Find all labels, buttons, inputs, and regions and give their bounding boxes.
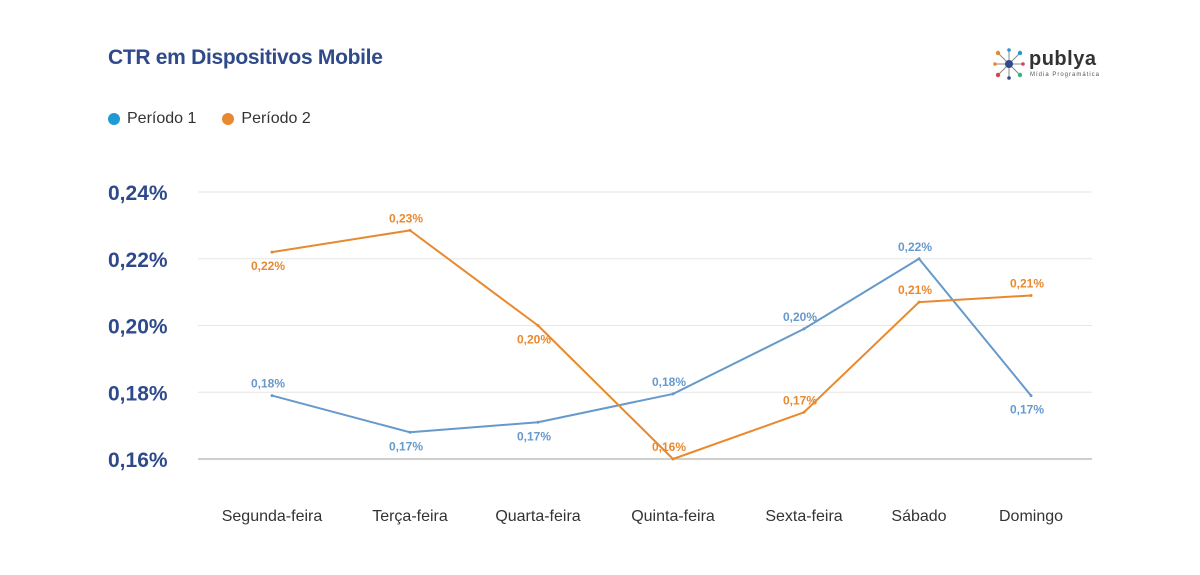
data-label: 0,17% [517,429,551,443]
logo-wordmark: publya [1029,48,1097,70]
x-tick-label: Quarta-feira [495,508,580,525]
data-label: 0,20% [517,333,551,347]
data-point [671,392,675,396]
x-tick-label: Terça-feira [372,508,448,525]
data-label: 0,16% [652,440,686,454]
data-label: 0,23% [389,211,423,225]
chart-title: CTR em Dispositivos Mobile [108,46,383,69]
data-point [408,430,412,434]
data-point [917,257,921,261]
data-point [536,420,540,424]
legend-item-periodo-2: Período 2 [222,110,311,128]
publya-logo: publya Mídia Programática [992,44,1102,84]
data-label: 0,21% [1010,276,1044,290]
data-label: 0,18% [251,377,285,391]
series-line-periodo-2 [271,229,1032,460]
x-tick-label: Sexta-feira [765,508,842,525]
data-label: 0,17% [783,393,817,407]
legend-label-periodo-2: Período 2 [241,110,311,127]
y-tick-label: 0,18% [108,382,168,405]
data-label: 0,22% [898,240,932,254]
y-tick-label: 0,16% [108,449,168,472]
x-tick-label: Sábado [891,508,946,525]
data-point [270,394,274,398]
publya-network-icon [993,48,1025,80]
y-tick-label: 0,22% [108,249,168,272]
legend: Período 1 Período 2 [108,110,337,128]
data-label: 0,18% [652,375,686,389]
y-tick-label: 0,24% [108,182,168,205]
data-point [917,300,921,304]
data-label: 0,20% [783,310,817,324]
data-point [1029,394,1033,398]
y-tick-label: 0,20% [108,316,168,339]
data-point [1029,293,1033,297]
data-point [671,457,675,461]
data-label: 0,22% [251,259,285,273]
logo-subtitle: Mídia Programática [1030,72,1101,78]
data-label: 0,17% [1010,403,1044,417]
data-point [802,327,806,331]
x-tick-label: Domingo [999,508,1063,525]
data-label: 0,21% [898,283,932,297]
x-tick-label: Segunda-feira [222,508,323,525]
legend-dot-periodo-2 [222,113,235,125]
x-tick-label: Quinta-feira [631,508,715,525]
data-label: 0,17% [389,439,423,453]
data-point [802,410,806,414]
data-point [270,250,274,254]
data-point [536,324,540,327]
legend-label-periodo-1: Período 1 [127,110,197,127]
legend-item-periodo-1: Período 1 [108,110,196,128]
legend-dot-periodo-1 [108,113,120,125]
data-point [408,228,412,232]
